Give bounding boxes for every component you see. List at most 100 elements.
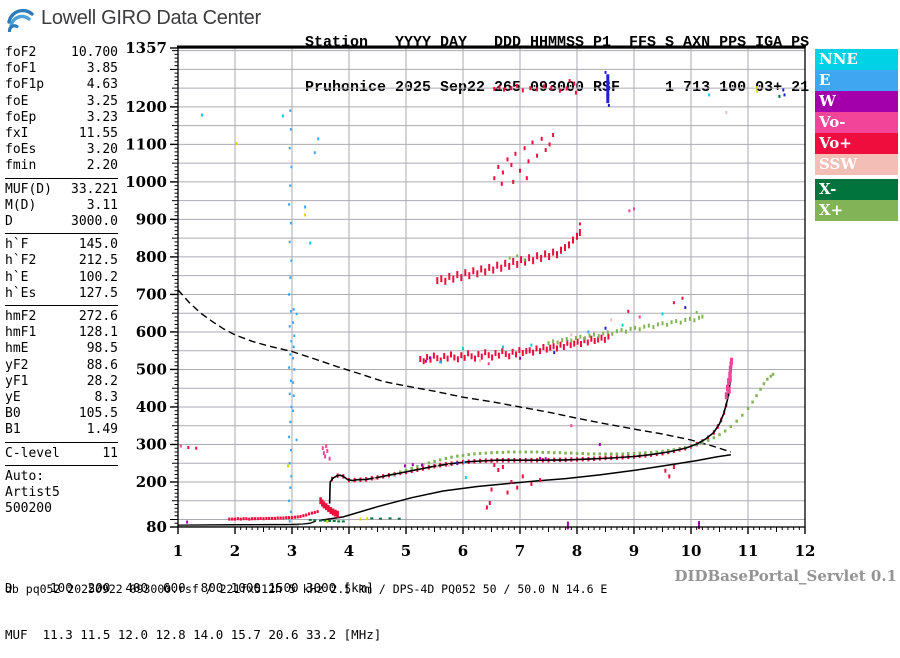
param-value: 10.700 [71, 45, 118, 60]
legend-item-nne: NNE [815, 49, 898, 70]
svg-text:1357: 1357 [125, 39, 167, 57]
giro-logo-icon [7, 8, 34, 32]
svg-text:200: 200 [136, 473, 167, 491]
series-hop3-green-bits [508, 254, 526, 262]
param-row-hf: h`F 145.0 [5, 237, 118, 253]
svg-text:11: 11 [738, 542, 759, 560]
param-label: hmF1 [5, 325, 37, 341]
param-row-hmf2: hmF2 272.6 [5, 309, 118, 325]
param-value: 3.11 [86, 197, 118, 213]
param-value: 98.5 [86, 341, 118, 357]
param-row-d: D 3000.0 [5, 214, 118, 230]
param-value: 105.5 [78, 406, 118, 422]
series-f-start-cluster [319, 497, 339, 518]
param-row-500200: 500200 [5, 501, 118, 517]
svg-text:12: 12 [795, 542, 816, 560]
param-value: 1.49 [86, 422, 118, 438]
param-row-fxi: fxI 11.55 [5, 126, 118, 142]
series-bottom-green-dashes [308, 517, 401, 523]
y-axis: 1357 1200 1100 1000 900 800 700 600 500 400 300 200… [125, 39, 178, 536]
param-row-foe: foE 3.25 [5, 94, 118, 110]
svg-text:80: 80 [146, 518, 167, 536]
param-label: hmF2 [5, 309, 37, 325]
param-value: 212.5 [78, 253, 118, 269]
param-label: fxI [5, 126, 29, 142]
svg-text:5: 5 [401, 542, 411, 560]
svg-text:4: 4 [344, 542, 354, 560]
param-label: foF1p [5, 77, 45, 93]
series-hop2-red-band [419, 333, 610, 365]
series-mid-crimson-cluster [493, 133, 555, 186]
param-separator [5, 233, 118, 235]
param-label: D [5, 214, 13, 230]
svg-text:3: 3 [287, 542, 297, 560]
param-row-mufd: MUF(D) 33.221 [5, 182, 118, 198]
svg-text:800: 800 [136, 248, 167, 266]
param-value: 8.3 [94, 390, 118, 406]
muf-table-distance-row: D 100 200 400 600 800 1000 1500 3000 [km… [5, 580, 374, 595]
parameter-readout-panel: foF2 10.700 foF1 3.85 foF1p 4.63 foE 3.25 foEp 3.… [5, 45, 118, 517]
series-true-height-profile [320, 454, 732, 521]
param-value: 3.25 [86, 93, 118, 109]
param-label: fmin [5, 158, 37, 174]
param-value: 11.55 [78, 126, 118, 142]
giro-ionogram-page: { "header": { "brand": "Lowell GIRO Data… [5, 5, 898, 642]
param-label: yF2 [5, 357, 29, 373]
param-label: foF1 [5, 61, 37, 77]
svg-text:1: 1 [173, 542, 183, 560]
param-row-yf1: yF1 28.2 [5, 374, 118, 390]
series-misc-noise [179, 70, 786, 524]
param-label: Artist5 [5, 485, 60, 501]
param-row-clevel: C-level 11 [5, 446, 118, 462]
brand-title: Lowell GIRO Data Center [41, 7, 261, 29]
servlet-watermark: DIDBasePortal_Servlet 0.1 [674, 567, 897, 585]
param-value: 145.0 [78, 237, 118, 253]
param-label: C-level [5, 445, 60, 461]
svg-text:1100: 1100 [125, 135, 167, 153]
param-label: foE [5, 93, 29, 109]
param-value: 128.1 [78, 325, 118, 341]
brand: Lowell GIRO Data Center [7, 5, 261, 32]
legend-item-x-: X- [815, 179, 898, 200]
muf-table: D 100 200 400 600 800 1000 1500 3000 [km… [5, 549, 381, 658]
param-row-fof1: foF1 3.85 [5, 61, 118, 77]
legend-item-ssw: SSW [815, 154, 898, 175]
param-value: 2.20 [86, 158, 118, 174]
series-top-red-1250 [493, 81, 577, 95]
param-separator [5, 464, 118, 466]
plot-series [177, 70, 786, 530]
svg-text:1200: 1200 [125, 98, 167, 116]
plot-border [177, 45, 806, 528]
svg-text:10: 10 [681, 542, 702, 560]
param-value: 272.6 [78, 309, 118, 325]
param-row-b0: B0 105.5 [5, 406, 118, 422]
param-label: hmE [5, 341, 29, 357]
param-value: 3.20 [86, 142, 118, 158]
param-label: B0 [5, 406, 21, 422]
station-values-row: Pruhonice 2025 Sep22 265 093000 RSF 1 71… [305, 79, 810, 96]
param-row-hmf1: hmF1 128.1 [5, 325, 118, 341]
series-hop2-mixed-dots [424, 296, 698, 366]
svg-text:7: 7 [515, 542, 525, 560]
param-label: yF1 [5, 373, 29, 389]
param-separator [5, 177, 118, 179]
param-value: 4.63 [86, 77, 118, 93]
svg-text:8: 8 [572, 542, 582, 560]
param-label: h`F [5, 237, 29, 253]
series-hop2-green-band [547, 314, 704, 346]
param-label: B1 [5, 422, 21, 438]
param-row-he: h`E 100.2 [5, 270, 118, 286]
legend-item-e: E [815, 70, 898, 91]
param-value: 127.5 [78, 285, 118, 301]
param-label: foF2 [5, 45, 37, 60]
legend-item-vo+: Vo+ [815, 133, 898, 154]
param-row-fmin: fmin 2.20 [5, 158, 118, 174]
svg-text:500: 500 [136, 360, 167, 378]
plot-grid [178, 48, 805, 527]
param-row-fof2: foF2 10.700 [5, 45, 118, 61]
series-blue-vertical-bar [606, 74, 610, 104]
status-bar: db pq052 20250922 093000.rsf / 221fx512h… [5, 582, 608, 596]
param-value: 3.85 [86, 61, 118, 77]
param-value: 88.6 [86, 357, 118, 373]
legend-item-x+: X+ [815, 200, 898, 221]
